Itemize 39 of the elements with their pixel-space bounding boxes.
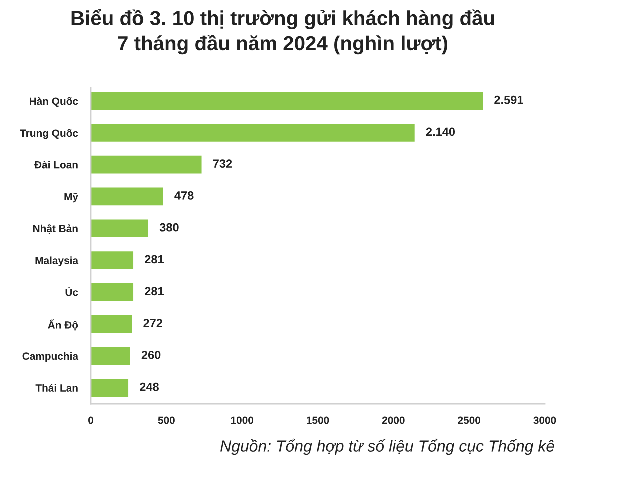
y-tick-label: Ấn Độ xyxy=(48,319,78,331)
bar xyxy=(91,252,134,270)
x-tick-label: 3000 xyxy=(534,416,556,424)
data-label: 281 xyxy=(145,287,164,296)
data-label: 2.140 xyxy=(426,128,456,136)
y-tick-label: Malaysia xyxy=(36,256,79,266)
y-tick-label: Trung Quốc xyxy=(20,128,78,140)
x-tick-label: 2500 xyxy=(458,416,480,424)
bar xyxy=(91,124,415,142)
data-label: 248 xyxy=(140,382,159,392)
data-label: 732 xyxy=(213,160,232,168)
bar xyxy=(91,220,149,238)
y-tick-label: Úc xyxy=(66,286,78,296)
text: Nguồn: Tổng hợp từ số liệu Tổng cục Thống kê xyxy=(220,438,554,456)
data-label: 281 xyxy=(145,255,164,264)
y-tick-label: Đài Loan xyxy=(34,160,78,169)
data-label: 478 xyxy=(174,192,194,200)
y-tick-label: Mỹ xyxy=(64,193,78,203)
chart-title: Biểu đồ 3. 10 thị trường gửi khách hàng đầu 7 tháng đầu năm 2024 (nghìn lượt) xyxy=(72,9,494,55)
bar xyxy=(91,347,130,366)
bar xyxy=(91,283,134,302)
x-tick-label: 500 xyxy=(158,416,175,424)
y-tick-label: Nhật Bản xyxy=(33,224,78,234)
y-tick-label: Thái Lan xyxy=(36,384,78,392)
y-tick-label: Campuchia xyxy=(22,352,79,362)
x-tick-label: 1000 xyxy=(231,416,254,424)
data-label: 272 xyxy=(144,319,162,328)
bar xyxy=(91,188,164,206)
x-tick-label: 2000 xyxy=(382,416,405,424)
y-tick-label: Hàn Quốc xyxy=(30,97,78,108)
bar xyxy=(91,379,129,397)
bar xyxy=(91,156,202,174)
bar xyxy=(91,315,132,334)
x-tick-label: 1500 xyxy=(307,416,330,424)
data-label: 260 xyxy=(142,350,161,360)
bar xyxy=(91,92,484,110)
x-tick-label: 0 xyxy=(88,416,94,424)
data-label: 2.591 xyxy=(494,96,524,104)
data-label: 380 xyxy=(160,223,179,232)
